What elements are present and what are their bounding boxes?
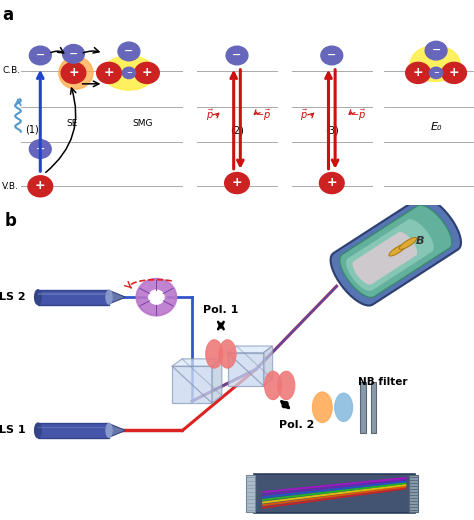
Polygon shape	[109, 291, 125, 304]
Text: B: B	[416, 236, 424, 246]
Text: −: −	[36, 144, 45, 153]
Circle shape	[97, 62, 121, 83]
Polygon shape	[353, 232, 417, 284]
Polygon shape	[409, 475, 418, 512]
Circle shape	[225, 173, 249, 193]
Text: +: +	[142, 66, 152, 79]
Text: C.B.: C.B.	[2, 67, 20, 75]
Text: +: +	[449, 66, 459, 79]
Text: $\vec{p}$: $\vec{p}$	[206, 108, 213, 123]
Circle shape	[29, 46, 51, 65]
Circle shape	[425, 41, 447, 60]
Polygon shape	[371, 382, 376, 433]
Text: −: −	[232, 50, 242, 60]
Polygon shape	[228, 353, 264, 386]
Polygon shape	[38, 427, 109, 428]
Polygon shape	[360, 382, 366, 433]
Circle shape	[149, 290, 164, 304]
Text: −: −	[36, 50, 45, 60]
Ellipse shape	[59, 57, 93, 89]
Text: +: +	[327, 176, 337, 189]
Text: NB filter: NB filter	[358, 378, 407, 387]
Text: +: +	[35, 179, 46, 192]
Ellipse shape	[278, 371, 295, 400]
Text: −: −	[126, 70, 132, 76]
Circle shape	[29, 140, 51, 159]
Circle shape	[135, 62, 159, 83]
Ellipse shape	[106, 290, 112, 304]
Ellipse shape	[335, 393, 353, 422]
Ellipse shape	[35, 290, 41, 305]
Text: $-\vec{p}$: $-\vec{p}$	[255, 108, 271, 123]
Text: LS 2: LS 2	[0, 292, 26, 302]
Text: $\vec{p}$: $\vec{p}$	[301, 108, 308, 123]
Text: −: −	[327, 50, 337, 60]
Circle shape	[226, 46, 248, 65]
Circle shape	[429, 67, 443, 79]
Ellipse shape	[103, 56, 155, 90]
Polygon shape	[340, 205, 452, 297]
Circle shape	[319, 173, 344, 193]
Text: +: +	[104, 66, 114, 79]
Text: (1): (1)	[25, 125, 38, 135]
Polygon shape	[246, 475, 255, 512]
Circle shape	[442, 62, 466, 83]
Text: Pol. 1: Pol. 1	[203, 305, 238, 315]
Circle shape	[137, 279, 176, 316]
Polygon shape	[38, 290, 109, 305]
Circle shape	[321, 46, 343, 65]
Text: Pol. 2: Pol. 2	[279, 420, 314, 430]
Circle shape	[28, 176, 53, 197]
Ellipse shape	[35, 423, 41, 438]
Circle shape	[406, 62, 430, 83]
Circle shape	[63, 45, 84, 63]
Text: −: −	[433, 70, 439, 76]
Circle shape	[118, 42, 140, 61]
Ellipse shape	[264, 371, 282, 400]
Text: E₀: E₀	[430, 122, 442, 132]
Polygon shape	[330, 197, 461, 306]
Ellipse shape	[219, 340, 236, 368]
Polygon shape	[389, 244, 406, 256]
Text: a: a	[2, 6, 13, 24]
Polygon shape	[399, 238, 417, 250]
Polygon shape	[254, 474, 415, 513]
Polygon shape	[38, 423, 109, 438]
Circle shape	[122, 67, 136, 79]
Text: SE: SE	[66, 119, 78, 127]
Text: $-\vec{p}$: $-\vec{p}$	[350, 108, 366, 123]
Ellipse shape	[206, 340, 223, 368]
Polygon shape	[212, 359, 222, 403]
Text: −: −	[69, 48, 78, 58]
Text: +: +	[68, 66, 79, 79]
Polygon shape	[172, 359, 222, 366]
Polygon shape	[172, 366, 212, 403]
Text: +: +	[413, 66, 423, 79]
Text: +: +	[232, 176, 242, 189]
Ellipse shape	[410, 46, 460, 82]
Text: LS 1: LS 1	[0, 425, 26, 435]
Text: (2): (2)	[230, 126, 244, 136]
Polygon shape	[346, 219, 434, 291]
Polygon shape	[38, 293, 109, 295]
Text: V.B.: V.B.	[2, 182, 19, 191]
Polygon shape	[264, 346, 273, 386]
Text: −: −	[124, 46, 134, 56]
Circle shape	[61, 62, 86, 83]
Polygon shape	[109, 424, 125, 437]
Text: −: −	[431, 45, 441, 55]
Ellipse shape	[312, 392, 332, 423]
Text: (3): (3)	[325, 126, 339, 136]
Ellipse shape	[106, 423, 112, 437]
Text: b: b	[5, 212, 17, 230]
Polygon shape	[228, 346, 273, 353]
Text: SMG: SMG	[132, 119, 153, 127]
